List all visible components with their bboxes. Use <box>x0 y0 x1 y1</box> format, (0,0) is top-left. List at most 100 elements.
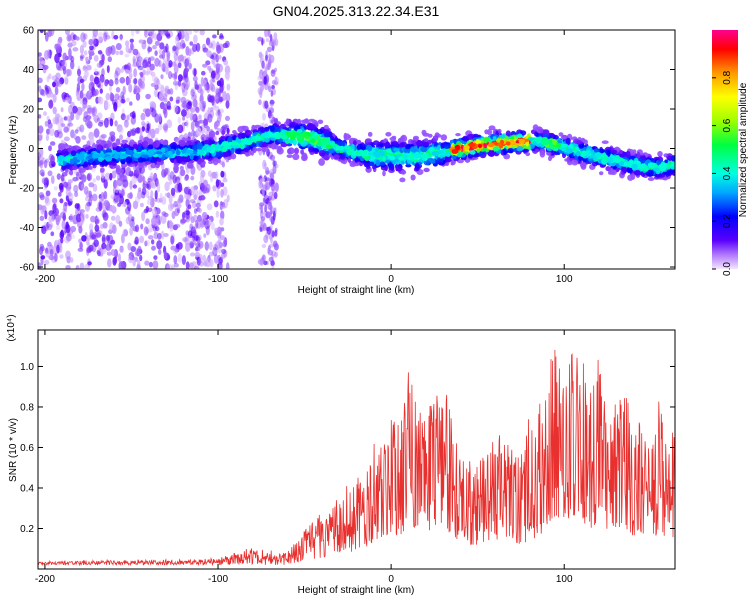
spectrum-cell <box>44 50 50 60</box>
spectrum-cell <box>154 127 160 135</box>
spectrum-cell <box>103 179 108 189</box>
spectrum-cell <box>276 121 282 125</box>
spectrum-cell <box>54 129 60 138</box>
spectrum-cell <box>216 127 221 133</box>
spectrum-cell <box>487 128 492 136</box>
spectrum-cell <box>344 133 351 141</box>
spectrum-cell <box>199 261 204 267</box>
spectrum-cell <box>525 152 531 157</box>
spectrum-cell <box>131 127 137 136</box>
spectrum-cell <box>67 147 71 153</box>
spectrum-cell <box>145 218 150 225</box>
spectrum-cell <box>243 147 249 153</box>
x-tick-label: 0 <box>388 274 394 285</box>
spectrum-cell <box>61 219 66 230</box>
spectrum-cell <box>146 30 152 34</box>
spectrum-cell <box>52 81 56 88</box>
spectrum-cell <box>129 255 135 261</box>
spectrum-cell <box>292 153 300 161</box>
spectrum-cell <box>125 69 130 75</box>
spectrum-cell <box>443 144 451 149</box>
spectrum-cell <box>431 151 440 156</box>
spectrum-cell <box>198 100 205 109</box>
spectrum-cell <box>160 74 164 80</box>
y-tick-label: 20 <box>23 105 35 116</box>
spectrum-cell <box>265 170 271 175</box>
spectrum-cell <box>261 143 268 148</box>
spectrum-cell <box>97 96 102 103</box>
spectrum-cell <box>129 255 133 261</box>
spectrum-cell <box>166 263 173 269</box>
spectrum-cell <box>195 246 199 252</box>
spectrum-cell <box>169 88 174 95</box>
spectrum-cell <box>142 59 148 69</box>
spectrum-cell <box>90 82 95 88</box>
spectrum-cell <box>219 218 224 226</box>
spectrum-cell <box>137 174 143 184</box>
spectrum-cell <box>177 198 181 204</box>
spectrum-cell <box>198 114 202 120</box>
spectrum-cell <box>40 156 45 162</box>
spectrum-cell <box>200 195 206 201</box>
spectrum-cell <box>173 64 179 74</box>
spectrum-cell <box>144 183 150 189</box>
spectrum-cell <box>630 173 636 180</box>
spectrum-cell <box>488 151 495 158</box>
spectrum-cell <box>39 246 44 256</box>
spectrum-cell <box>254 135 260 141</box>
spectrum-cell <box>169 219 173 229</box>
spectrum-cell <box>636 151 641 159</box>
spectrum-cell <box>93 114 100 122</box>
spectrum-cell <box>72 157 78 161</box>
spectrum-cell <box>316 129 324 135</box>
spectrum-cell <box>461 137 468 141</box>
spectrum-cell <box>259 226 263 233</box>
spectrum-cell <box>177 124 184 134</box>
spectrum-cell <box>107 48 113 55</box>
spectrum-cell <box>138 57 143 66</box>
spectrum-cell <box>159 42 165 50</box>
spectrum-cell <box>103 190 108 200</box>
spectrum-cell <box>96 139 104 145</box>
spectrum-cell <box>177 242 183 250</box>
spectrum-cell <box>62 151 69 156</box>
spectrum-cell <box>75 111 80 121</box>
spectrum-cell <box>263 234 269 244</box>
spectrum-cell <box>54 252 58 262</box>
spectrum-cell <box>192 202 196 209</box>
spectrum-cell <box>438 161 443 166</box>
spectrum-cell <box>261 243 267 249</box>
x-tick-label: -200 <box>35 574 55 585</box>
spectrum-cell <box>177 183 182 193</box>
spectrum-cell <box>124 53 130 58</box>
spectrum-cell <box>154 88 158 98</box>
spectrum-cell <box>273 251 278 259</box>
spectrum-cell <box>95 207 102 212</box>
spectrum-cell <box>264 177 271 182</box>
colorbar-tick-label: 0.8 <box>722 70 733 84</box>
spectrum-cell <box>220 170 225 178</box>
spectrum-cell <box>182 100 187 109</box>
spectrum-cell <box>144 260 150 266</box>
spectrum-cell <box>208 42 214 49</box>
spectrum-cell <box>145 161 152 165</box>
spectrum-cell <box>131 130 135 137</box>
spectrum-cell <box>187 204 192 210</box>
spectrum-cell <box>51 75 58 81</box>
spectrum-cell <box>436 144 441 150</box>
spectrum-cell <box>103 32 108 42</box>
spectrum-cell <box>182 116 186 121</box>
spectrum-cell <box>176 203 182 209</box>
spectrum-cell <box>141 211 146 222</box>
spectrum-cell <box>119 134 123 141</box>
spectrum-cell <box>162 123 168 131</box>
spectrum-cell <box>193 30 199 33</box>
spectrum-cell <box>102 212 109 221</box>
spectrum-cell <box>112 224 116 234</box>
spectrum-cell <box>259 69 264 75</box>
spectrum-cell <box>157 123 163 131</box>
spectrum-cell <box>500 134 506 139</box>
spectrum-cell <box>88 190 92 199</box>
